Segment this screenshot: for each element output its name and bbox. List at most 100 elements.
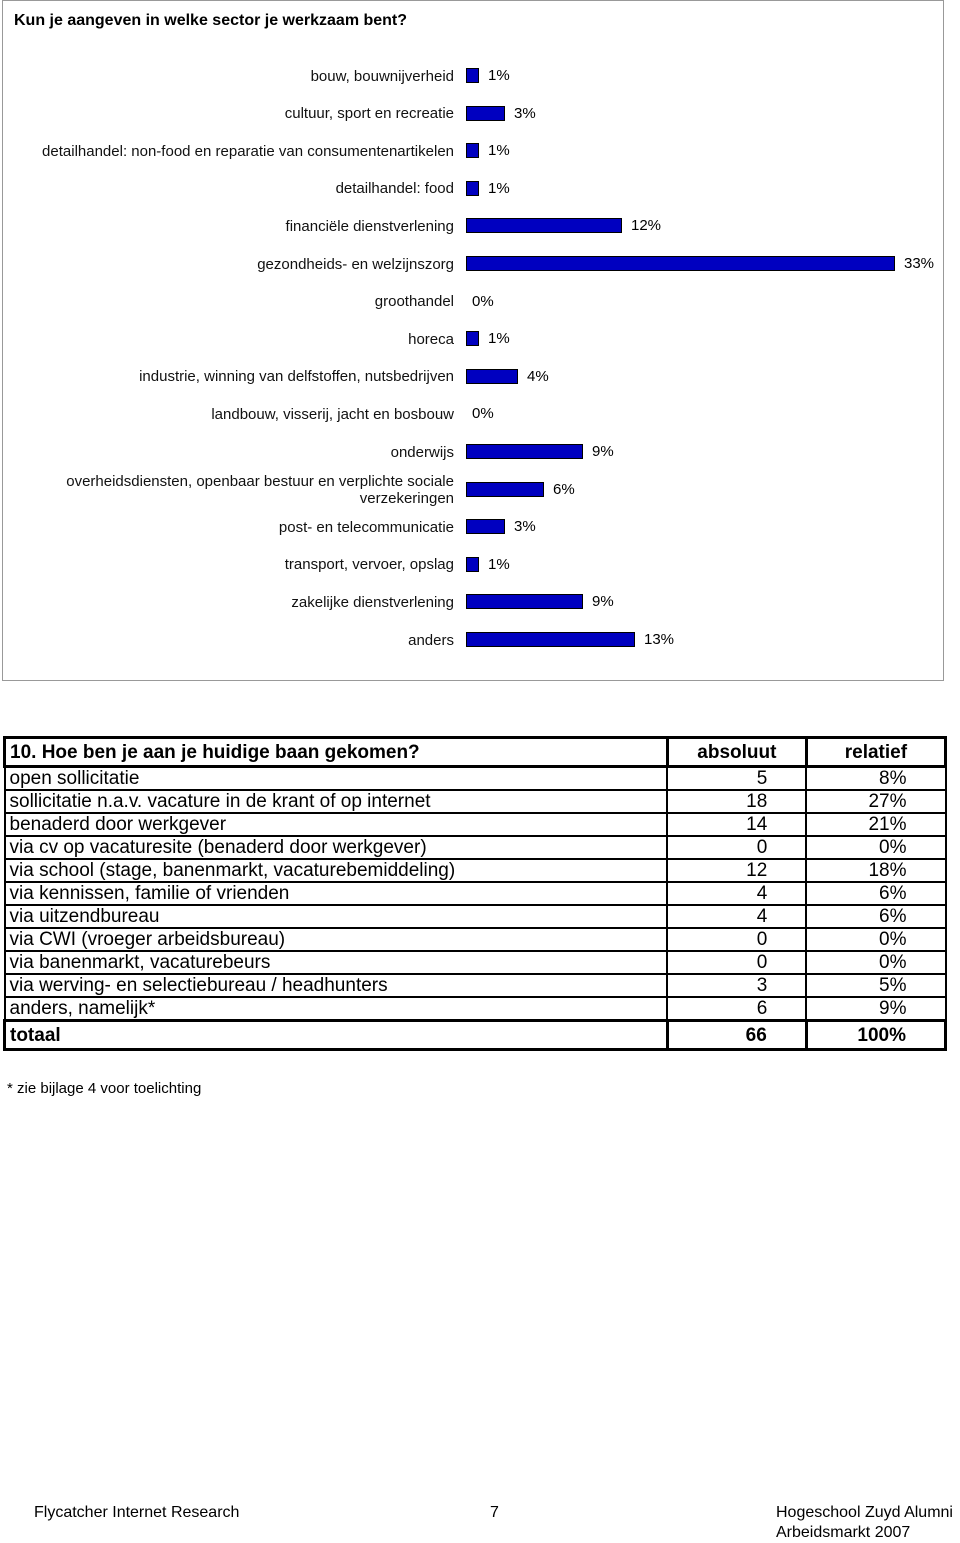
category-label: onderwijs bbox=[390, 443, 454, 461]
value-label: 1% bbox=[488, 330, 510, 348]
bar bbox=[466, 180, 479, 196]
table-cell: 0% bbox=[805, 950, 947, 975]
bar-row: landbouw, visserij, jacht en bosbouw 0% bbox=[3, 395, 943, 433]
table-cell: 9% bbox=[805, 996, 947, 1022]
chart-title: Kun je aangeven in welke sector je werkz… bbox=[14, 12, 408, 29]
bar bbox=[466, 331, 479, 347]
bar bbox=[466, 444, 583, 459]
category-label: horeca bbox=[408, 330, 454, 348]
table-cell: 4 bbox=[666, 904, 808, 929]
table-cell: open sollicitatie bbox=[3, 765, 669, 791]
table-cell: totaal bbox=[3, 1019, 669, 1051]
value-label: 9% bbox=[592, 443, 614, 460]
table-row: via uitzendbureau 4 6% bbox=[3, 904, 947, 929]
table-cell: 12 bbox=[666, 858, 808, 883]
bar bbox=[466, 105, 505, 121]
table-cell: 3 bbox=[666, 973, 808, 998]
table-row: anders, namelijk* 6 9% bbox=[3, 996, 947, 1022]
bar bbox=[466, 556, 479, 572]
table-row: via werving- en selectiebureau / headhun… bbox=[3, 973, 947, 998]
value-label: 4% bbox=[527, 367, 549, 385]
category-label: financiële dienstverlening bbox=[285, 217, 454, 235]
bar-row: financiële dienstverlening 12% bbox=[3, 207, 943, 245]
category-label: cultuur, sport en recreatie bbox=[284, 105, 454, 123]
table-cell: 0 bbox=[666, 927, 808, 952]
table-cell: 5% bbox=[805, 973, 947, 998]
table-cell: via cv op vacaturesite (benaderd door we… bbox=[3, 835, 669, 860]
value-label: 1% bbox=[488, 142, 510, 160]
category-label: landbouw, visserij, jacht en bosbouw bbox=[211, 405, 454, 423]
footnote: * zie bijlage 4 voor toelichting bbox=[7, 1080, 202, 1097]
category-label: zakelijke dienstverlening bbox=[291, 593, 454, 611]
bar-row: gezondheids- en welzijnszorg 33% bbox=[3, 245, 943, 283]
category-label: detailhandel: food bbox=[335, 180, 454, 198]
bar-row: horeca 1% bbox=[3, 320, 943, 358]
table-cell: 5 bbox=[666, 765, 808, 791]
table-cell: via school (stage, banenmarkt, vacatureb… bbox=[3, 858, 669, 883]
table-row: via cv op vacaturesite (benaderd door we… bbox=[3, 835, 947, 860]
bar-row: detailhandel: non-food en reparatie van … bbox=[3, 132, 943, 170]
bar bbox=[466, 632, 635, 647]
table-row: via CWI (vroeger arbeidsbureau) 0 0% bbox=[3, 927, 947, 952]
category-label: gezondheids- en welzijnszorg bbox=[257, 255, 454, 273]
table-cell: 6 bbox=[666, 996, 808, 1022]
value-label: 3% bbox=[514, 104, 536, 122]
table-cell: 66 bbox=[665, 1019, 808, 1051]
bar-row: detailhandel: food 1% bbox=[3, 170, 943, 208]
table-cell: 0 bbox=[666, 950, 808, 975]
table-row: via kennissen, familie of vrienden 4 6% bbox=[3, 881, 947, 906]
value-label: 1% bbox=[488, 555, 510, 573]
category-label: industrie, winning van delfstoffen, nuts… bbox=[139, 368, 454, 386]
table-row: via school (stage, banenmarkt, vacatureb… bbox=[3, 858, 947, 883]
table-cell: via kennissen, familie of vrienden bbox=[3, 881, 669, 906]
bar-row: overheidsdiensten, openbaar bestuur en v… bbox=[3, 471, 943, 509]
table: 10. Hoe ben je aan je huidige baan gekom… bbox=[3, 736, 948, 1051]
bar bbox=[466, 256, 895, 271]
table-cell: 6% bbox=[805, 881, 947, 906]
footer-right: Hogeschool Zuyd Alumni Arbeidsmarkt 2007 bbox=[776, 1503, 953, 1543]
bar-row: onderwijs 9% bbox=[3, 433, 943, 471]
value-label: 33% bbox=[904, 255, 935, 272]
table-row: 10. Hoe ben je aan je huidige baan gekom… bbox=[3, 736, 948, 768]
table-cell: 4 bbox=[666, 881, 808, 906]
bar-row: post- en telecommunicatie 3% bbox=[3, 508, 943, 546]
bar bbox=[466, 218, 622, 234]
table-cell: anders, namelijk* bbox=[3, 996, 669, 1022]
table-cell: relatief bbox=[804, 736, 948, 768]
table-cell: 100% bbox=[804, 1019, 948, 1051]
table-cell: 0% bbox=[805, 835, 947, 860]
bar-row: transport, vervoer, opslag 1% bbox=[3, 546, 943, 584]
category-label: bouw, bouwnijverheid bbox=[310, 67, 454, 85]
table-cell: 21% bbox=[805, 812, 947, 837]
value-label: 0% bbox=[472, 405, 494, 423]
bar-row: cultuur, sport en recreatie 3% bbox=[3, 95, 943, 133]
footer-line: Hogeschool Zuyd Alumni bbox=[776, 1504, 953, 1521]
footer-line: Arbeidsmarkt 2007 bbox=[776, 1524, 911, 1541]
bar-row: bouw, bouwnijverheid 1% bbox=[3, 57, 943, 95]
bar bbox=[466, 594, 583, 610]
table-cell: via uitzendbureau bbox=[3, 904, 669, 929]
table-cell: 10. Hoe ben je aan je huidige baan gekom… bbox=[3, 736, 669, 768]
category-label: post- en telecommunicatie bbox=[278, 518, 454, 536]
table-cell: 0 bbox=[666, 835, 808, 860]
table-cell: benaderd door werkgever bbox=[3, 812, 669, 837]
table-cell: via CWI (vroeger arbeidsbureau) bbox=[3, 927, 669, 952]
value-label: 6% bbox=[553, 480, 575, 498]
value-label: 3% bbox=[514, 518, 536, 536]
table-cell: absoluut bbox=[665, 736, 808, 768]
bar bbox=[466, 68, 479, 83]
table-row: benaderd door werkgever 14 21% bbox=[3, 812, 947, 837]
category-label: overheidsdiensten, openbaar bestuur en v… bbox=[66, 472, 454, 507]
table-row: totaal 66 100% bbox=[3, 1019, 948, 1051]
table-cell: 0% bbox=[805, 927, 947, 952]
value-label: 9% bbox=[592, 593, 614, 611]
bar-row: industrie, winning van delfstoffen, nuts… bbox=[3, 358, 943, 396]
value-label: 0% bbox=[472, 292, 494, 310]
bar-row: anders 13% bbox=[3, 621, 943, 659]
bar bbox=[466, 368, 518, 384]
value-label: 1% bbox=[488, 179, 510, 197]
bar bbox=[466, 143, 479, 159]
value-label: 1% bbox=[488, 67, 510, 84]
chart: Kun je aangeven in welke sector je werkz… bbox=[2, 0, 944, 681]
table-cell: via banenmarkt, vacaturebeurs bbox=[3, 950, 669, 975]
